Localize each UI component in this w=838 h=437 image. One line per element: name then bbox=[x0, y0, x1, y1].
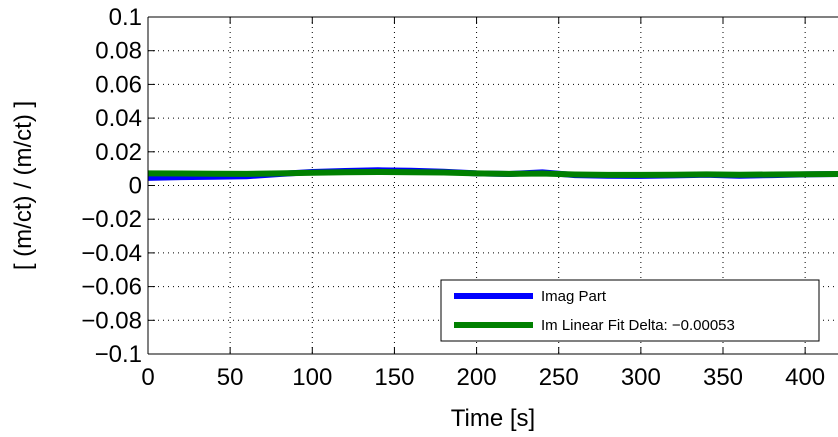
series-layer bbox=[147, 167, 838, 181]
x-tick-label: 50 bbox=[217, 364, 244, 391]
x-axis-label: Time [s] bbox=[451, 405, 535, 432]
legend-label-2: Im Linear Fit Delta: −0.00053 bbox=[541, 317, 735, 334]
legend-box bbox=[440, 279, 820, 342]
x-tick-label: 150 bbox=[374, 364, 414, 391]
y-tick-label: −0.06 bbox=[81, 274, 142, 301]
x-tick-label: 0 bbox=[141, 364, 154, 391]
x-tick-label: 350 bbox=[703, 364, 743, 391]
y-tick-label: 0.1 bbox=[109, 4, 142, 31]
x-tick-label: 200 bbox=[457, 364, 497, 391]
y-tick-label: −0.08 bbox=[81, 307, 142, 334]
y-tick-label: 0 bbox=[129, 173, 142, 200]
x-tick-label: 400 bbox=[785, 364, 825, 391]
tick-labels: 0 50 100 150 200 250 300 350 400 0.1 0.08 0.06 0.04 0… bbox=[81, 4, 825, 391]
y-tick-label: −0.02 bbox=[81, 206, 142, 233]
y-tick-label: −0.1 bbox=[95, 341, 142, 368]
y-axis-label: [ (m/ct) / (m/ct) ] bbox=[10, 101, 37, 270]
y-tick-label: 0.08 bbox=[95, 38, 142, 65]
x-tick-label: 300 bbox=[621, 364, 661, 391]
legend-label-1: Imag Part bbox=[541, 288, 607, 305]
y-tick-label: 0.04 bbox=[95, 105, 142, 132]
y-tick-label: 0.02 bbox=[95, 139, 142, 166]
series-line-2 bbox=[147, 169, 838, 178]
x-tick-label: 250 bbox=[539, 364, 579, 391]
y-tick-label: −0.04 bbox=[81, 240, 142, 267]
x-tick-label: 100 bbox=[292, 364, 332, 391]
axes bbox=[147, 16, 838, 355]
y-tick-label: 0.06 bbox=[95, 71, 142, 98]
legend: Imag Part Im Linear Fit Delta: −0.00053 bbox=[440, 279, 820, 342]
